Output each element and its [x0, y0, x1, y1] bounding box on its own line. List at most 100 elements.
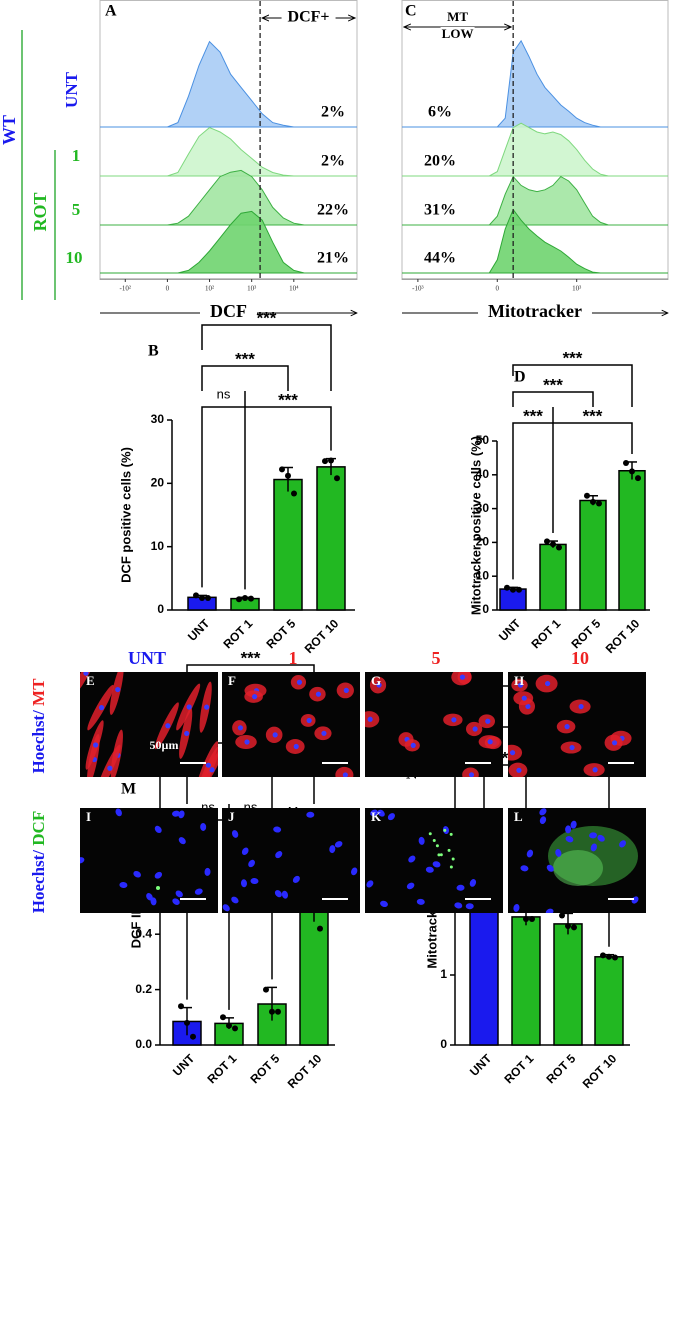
data-point — [529, 916, 535, 922]
nucleus — [619, 840, 626, 848]
significance-label: *** — [543, 375, 563, 394]
y-tick-label: 0.0 — [135, 1037, 152, 1051]
nucleus — [321, 730, 327, 736]
gate-percent: 22% — [317, 202, 349, 219]
histogram-ridge — [488, 208, 609, 274]
nucleus — [468, 772, 475, 777]
significance-bracket — [552, 407, 633, 454]
nucleus — [178, 837, 186, 845]
nucleus — [545, 680, 551, 687]
nucleus — [241, 847, 249, 856]
data-point — [556, 544, 562, 551]
dcf-spot — [449, 832, 453, 836]
histogram-ridge — [167, 40, 315, 128]
panel-letter: E — [86, 673, 95, 688]
nucleus — [273, 826, 282, 833]
x-tick-label: UNT — [496, 616, 524, 644]
nucleus — [546, 864, 554, 872]
nucleus — [244, 739, 250, 745]
x-tick-label: -10² — [120, 285, 131, 293]
data-point — [285, 472, 291, 479]
nucleus — [133, 871, 141, 878]
data-point — [606, 953, 612, 960]
x-tick-label: 10³ — [572, 285, 581, 293]
y-tick-label: 50 — [476, 433, 490, 447]
gate-percent: 31% — [424, 202, 456, 219]
data-point — [322, 458, 328, 465]
x-tick-label: ROT 1 — [501, 1051, 536, 1086]
data-point — [516, 586, 522, 593]
data-point — [236, 596, 242, 603]
nucleus — [231, 896, 239, 904]
nucleus — [240, 879, 247, 888]
gate-percent: 2% — [321, 104, 345, 121]
data-point — [590, 498, 596, 505]
nucleus — [487, 739, 493, 745]
data-point — [275, 1008, 281, 1015]
nucleus — [565, 836, 574, 843]
nucleus — [578, 703, 584, 710]
gate-percent: 6% — [428, 104, 452, 121]
nucleus — [296, 679, 303, 685]
nucleus — [172, 898, 180, 905]
row-stain-label: Hoechst/ MT — [29, 678, 48, 774]
marker: MT — [29, 678, 48, 706]
nucleus — [175, 890, 183, 898]
micrograph — [508, 808, 646, 913]
nucleus — [222, 904, 230, 912]
nucleus — [231, 830, 239, 838]
significance-bracket — [201, 406, 246, 590]
nucleus — [209, 767, 215, 773]
histogram-ridge — [489, 122, 609, 177]
x-tick-label: ROT 10 — [603, 616, 643, 656]
data-point — [565, 923, 571, 929]
nucleus — [387, 813, 395, 821]
micrograph — [222, 672, 360, 777]
nucleus — [425, 866, 434, 873]
x-tick-label: UNT — [170, 1051, 198, 1079]
nucleus — [570, 820, 577, 829]
nucleus — [342, 772, 348, 777]
nucleus — [315, 691, 322, 697]
panel-letter: H — [514, 673, 524, 688]
x-tick-label: ROT 5 — [263, 616, 298, 651]
nucleus — [592, 767, 598, 773]
x-tick-label: ROT 1 — [204, 1051, 239, 1086]
nucleus — [589, 832, 598, 839]
data-point — [334, 475, 340, 482]
gate-percent: 2% — [321, 153, 345, 170]
micrograph — [80, 808, 218, 913]
significance-bracket — [201, 324, 332, 391]
nucleus — [204, 704, 210, 710]
significance-label: ns — [217, 386, 231, 401]
nucleus — [526, 849, 534, 858]
nucleus — [98, 705, 105, 711]
data-point — [504, 584, 510, 591]
dcf-signal — [553, 850, 603, 886]
column-header: 5 — [432, 648, 441, 668]
nucleus — [367, 716, 373, 722]
significance-label: *** — [523, 406, 543, 425]
x-tick-label: ROT 1 — [220, 616, 255, 651]
gate-label-bg — [440, 27, 475, 43]
nucleus — [432, 861, 441, 868]
data-point — [571, 924, 577, 931]
dcf-spot — [447, 848, 451, 852]
nucleus — [539, 808, 547, 816]
y-tick-label: 0 — [482, 602, 489, 616]
micrograph-bg — [222, 808, 360, 913]
x-tick-label: UNT — [467, 1051, 495, 1079]
panel-letter: M — [121, 781, 136, 798]
gate-label-bg — [281, 10, 336, 26]
panel-letter: L — [514, 809, 523, 824]
nucleus — [465, 903, 474, 910]
nucleus — [178, 810, 185, 819]
nucleus — [416, 898, 425, 905]
nucleus — [93, 742, 99, 748]
nucleus — [172, 810, 181, 817]
data-point — [184, 1019, 190, 1026]
significance-label: *** — [583, 406, 603, 425]
column-header: 10 — [571, 648, 589, 668]
data-point — [193, 592, 199, 599]
